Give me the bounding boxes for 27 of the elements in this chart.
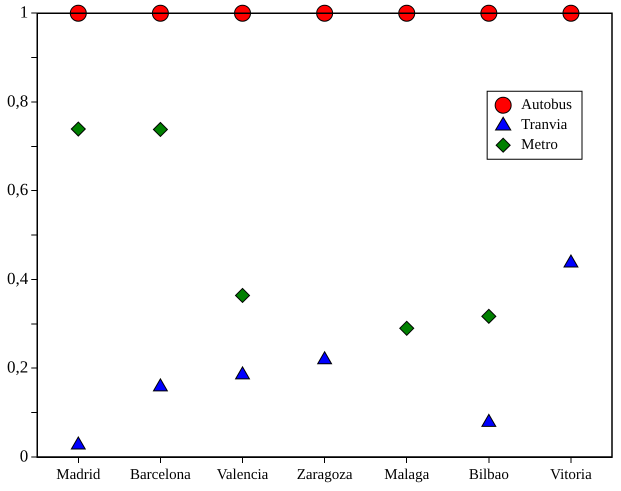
point: [70, 436, 86, 450]
point: [235, 288, 250, 303]
x-tick-label: Madrid: [56, 466, 101, 483]
x-tick-label: Vitoria: [550, 466, 592, 483]
y-tick-label: 0,2: [7, 358, 28, 377]
x-tick-label: Valencia: [216, 466, 269, 483]
y-tick-label: 0,8: [7, 91, 28, 110]
legend-label: Tranvia: [521, 117, 568, 134]
x-tick-label: Zaragoza: [296, 466, 353, 483]
y-tick-label: 0: [20, 446, 28, 466]
point: [70, 122, 86, 137]
point: [152, 378, 168, 392]
x-tick-label: Barcelona: [130, 466, 192, 483]
x-tick-label: Malaga: [384, 466, 430, 483]
point: [317, 351, 332, 364]
point: [399, 320, 414, 336]
point: [481, 414, 496, 427]
point: [235, 366, 250, 380]
point: [152, 122, 168, 137]
point: [481, 308, 496, 324]
legend-label: Autobus: [521, 97, 572, 114]
y-tick-label: 1: [20, 2, 28, 22]
x-tick-label: Bilbao: [468, 466, 509, 483]
point: [564, 254, 578, 268]
y-tick-label: 0,4: [7, 268, 29, 288]
y-tick-label: 0,6: [7, 180, 28, 200]
legend-label: Metro: [521, 137, 558, 154]
